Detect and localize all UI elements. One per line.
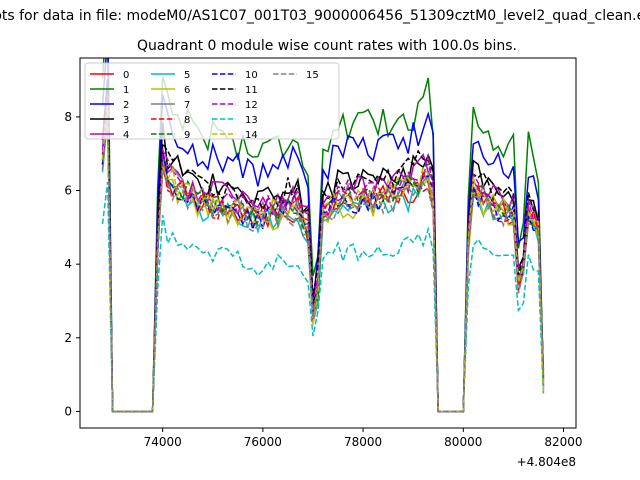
y-tick-label: 2: [64, 331, 72, 345]
legend-label-6: 6: [184, 85, 190, 96]
x-tick-label: 78000: [344, 435, 382, 449]
x-tick-label: 76000: [244, 435, 282, 449]
plot-frame: [79, 57, 577, 429]
axes-layer: 74000 76000 78000 80000 82000 0 2 4 6 8: [64, 110, 582, 449]
legend-label-10: 10: [245, 70, 258, 81]
series-line-2: [101, 58, 545, 413]
x-tick-label: 80000: [444, 435, 482, 449]
x-tick-label: 82000: [544, 435, 582, 449]
figure-suptitle: Plots for data in file: modeM0/AS1C07_00…: [0, 8, 640, 24]
legend-label-5: 5: [184, 70, 190, 81]
x-offset-label: +4.804e8: [517, 455, 576, 469]
legend-label-15: 15: [306, 70, 319, 81]
series-line-12: [101, 97, 545, 413]
legend-label-14: 14: [245, 130, 258, 141]
legend-label-2: 2: [123, 100, 129, 111]
chart-title: Quadrant 0 module wise count rates with …: [137, 38, 517, 54]
y-tick-label: 8: [64, 110, 72, 124]
legend-label-11: 11: [245, 85, 258, 96]
series-layer: [101, 58, 545, 413]
series-line-11: [101, 79, 545, 413]
legend-label-13: 13: [245, 115, 258, 126]
legend-label-3: 3: [123, 115, 129, 126]
y-tick-label: 6: [64, 184, 72, 198]
legend-label-0: 0: [123, 70, 129, 81]
series-line-15: [101, 115, 545, 413]
legend-label-8: 8: [184, 115, 190, 126]
x-tick-label: 74000: [144, 435, 182, 449]
legend-label-7: 7: [184, 100, 190, 111]
y-tick-label: 4: [64, 257, 72, 271]
legend-label-1: 1: [123, 85, 129, 96]
series-line-13: [101, 181, 545, 413]
legend-label-12: 12: [245, 100, 258, 111]
legend-box: [84, 62, 340, 140]
series-line-14: [101, 103, 545, 413]
legend-label-9: 9: [184, 130, 190, 141]
y-tick-label: 0: [64, 404, 72, 418]
legend-label-4: 4: [123, 130, 129, 141]
